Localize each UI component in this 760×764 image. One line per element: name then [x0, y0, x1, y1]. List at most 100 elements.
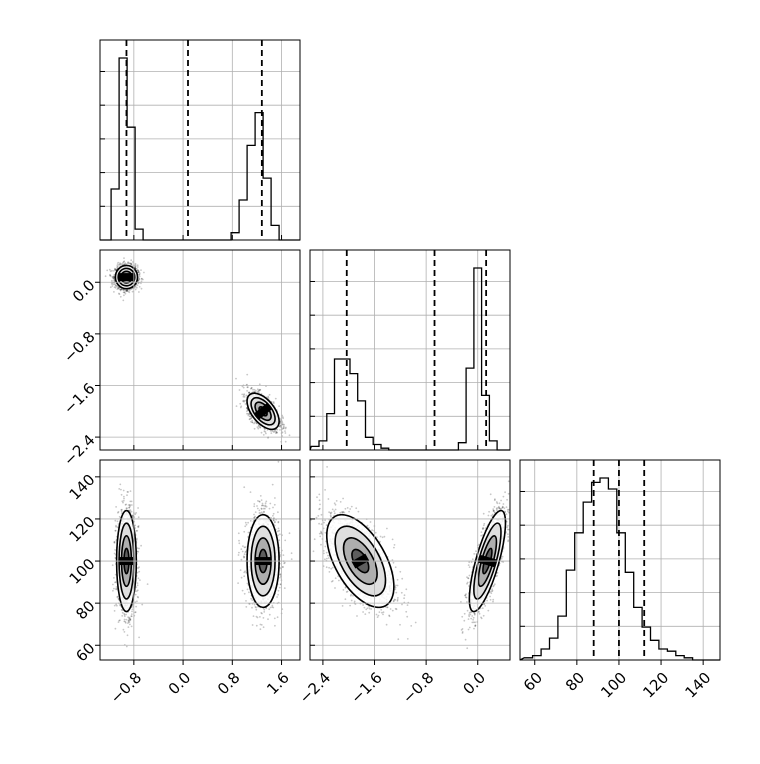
scatter-point [136, 600, 138, 602]
scatter-point [124, 631, 126, 633]
scatter-point [124, 619, 126, 621]
scatter-point [130, 259, 132, 261]
scatter-point [251, 420, 253, 422]
scatter-point [114, 605, 116, 607]
scatter-point [251, 422, 253, 424]
scatter-point [112, 564, 114, 566]
scatter-point [140, 545, 142, 547]
scatter-point [253, 517, 255, 519]
scatter-point [138, 291, 140, 293]
scatter-point [111, 285, 113, 287]
scatter-point [123, 629, 125, 631]
scatter-point [244, 553, 246, 555]
scatter-point [131, 613, 133, 615]
scatter-point [235, 378, 237, 380]
scatter-point [110, 286, 112, 288]
density-peak [118, 273, 134, 281]
scatter-point [134, 513, 136, 515]
scatter-point [113, 276, 115, 278]
scatter-point [115, 628, 117, 630]
scatter-point [268, 397, 270, 399]
scatter-point [131, 626, 133, 628]
scatter-point [265, 433, 267, 435]
scatter-point [125, 293, 127, 295]
scatter-point [129, 624, 131, 626]
scatter-point [272, 484, 274, 486]
scatter-point [243, 387, 245, 389]
scatter-point [123, 490, 125, 492]
scatter-point [278, 528, 280, 530]
scatter-point [120, 489, 122, 491]
scatter-point [254, 428, 256, 430]
scatter-point [259, 383, 261, 385]
scatter-point [289, 434, 291, 436]
scatter-point [252, 389, 254, 391]
scatter-point [121, 615, 123, 617]
scatter-point [282, 416, 284, 418]
scatter-point [127, 626, 129, 628]
scatter-point [141, 288, 143, 290]
scatter-point [257, 426, 259, 428]
scatter-point [239, 389, 241, 391]
scatter-point [114, 520, 116, 522]
scatter-point [277, 616, 279, 618]
scatter-point [263, 434, 265, 436]
scatter-point [121, 510, 123, 512]
scatter-point [273, 513, 275, 515]
scatter-point [117, 512, 119, 514]
scatter-point [284, 430, 286, 432]
histogram-p2 [310, 268, 510, 450]
scatter-point [138, 571, 140, 573]
scatter-point [285, 441, 287, 443]
scatter-point [135, 594, 137, 596]
scatter-point [118, 621, 120, 623]
scatter-point [142, 279, 144, 281]
scatter-point [242, 551, 244, 553]
scatter-point [116, 605, 118, 607]
scatter-point [112, 590, 114, 592]
scatter-point [246, 524, 248, 526]
scatter-point [285, 428, 287, 430]
scatter-point [257, 388, 259, 390]
scatter-point [111, 283, 113, 285]
scatter-point [117, 287, 119, 289]
scatter-point [135, 606, 137, 608]
scatter-point [244, 400, 246, 402]
scatter-point [124, 615, 126, 617]
scatter-point [277, 511, 279, 513]
scatter-point [123, 613, 125, 615]
scatter-point [126, 494, 128, 496]
scatter-point [271, 430, 273, 432]
scatter-point [261, 432, 263, 434]
scatter-point [109, 269, 111, 271]
histogram-p3 [520, 478, 720, 660]
scatter-point [116, 596, 118, 598]
scatter-point [113, 270, 115, 272]
scatter-point [263, 617, 265, 619]
scatter-point [129, 617, 131, 619]
scatter-point [127, 261, 129, 263]
scatter-point [132, 608, 134, 610]
scatter-point [111, 280, 113, 282]
scatter-point [115, 530, 117, 532]
scatter-point [140, 269, 142, 271]
scatter-point [140, 282, 142, 284]
scatter-point [117, 266, 119, 268]
scatter-point [120, 296, 122, 298]
scatter-point [138, 637, 140, 639]
scatter-point [270, 607, 272, 609]
scatter-point [131, 504, 133, 506]
scatter-point [241, 394, 243, 396]
scatter-point [256, 625, 258, 627]
scatter-point [113, 291, 115, 293]
scatter-point [260, 426, 262, 428]
scatter-point [119, 516, 121, 518]
scatter-point [122, 612, 124, 614]
scatter-point [121, 494, 123, 496]
scatter-point [138, 548, 140, 550]
scatter-point [250, 520, 252, 522]
scatter-point [245, 600, 247, 602]
scatter-point [137, 266, 139, 268]
scatter-point [122, 300, 124, 302]
scatter-point [275, 432, 277, 434]
